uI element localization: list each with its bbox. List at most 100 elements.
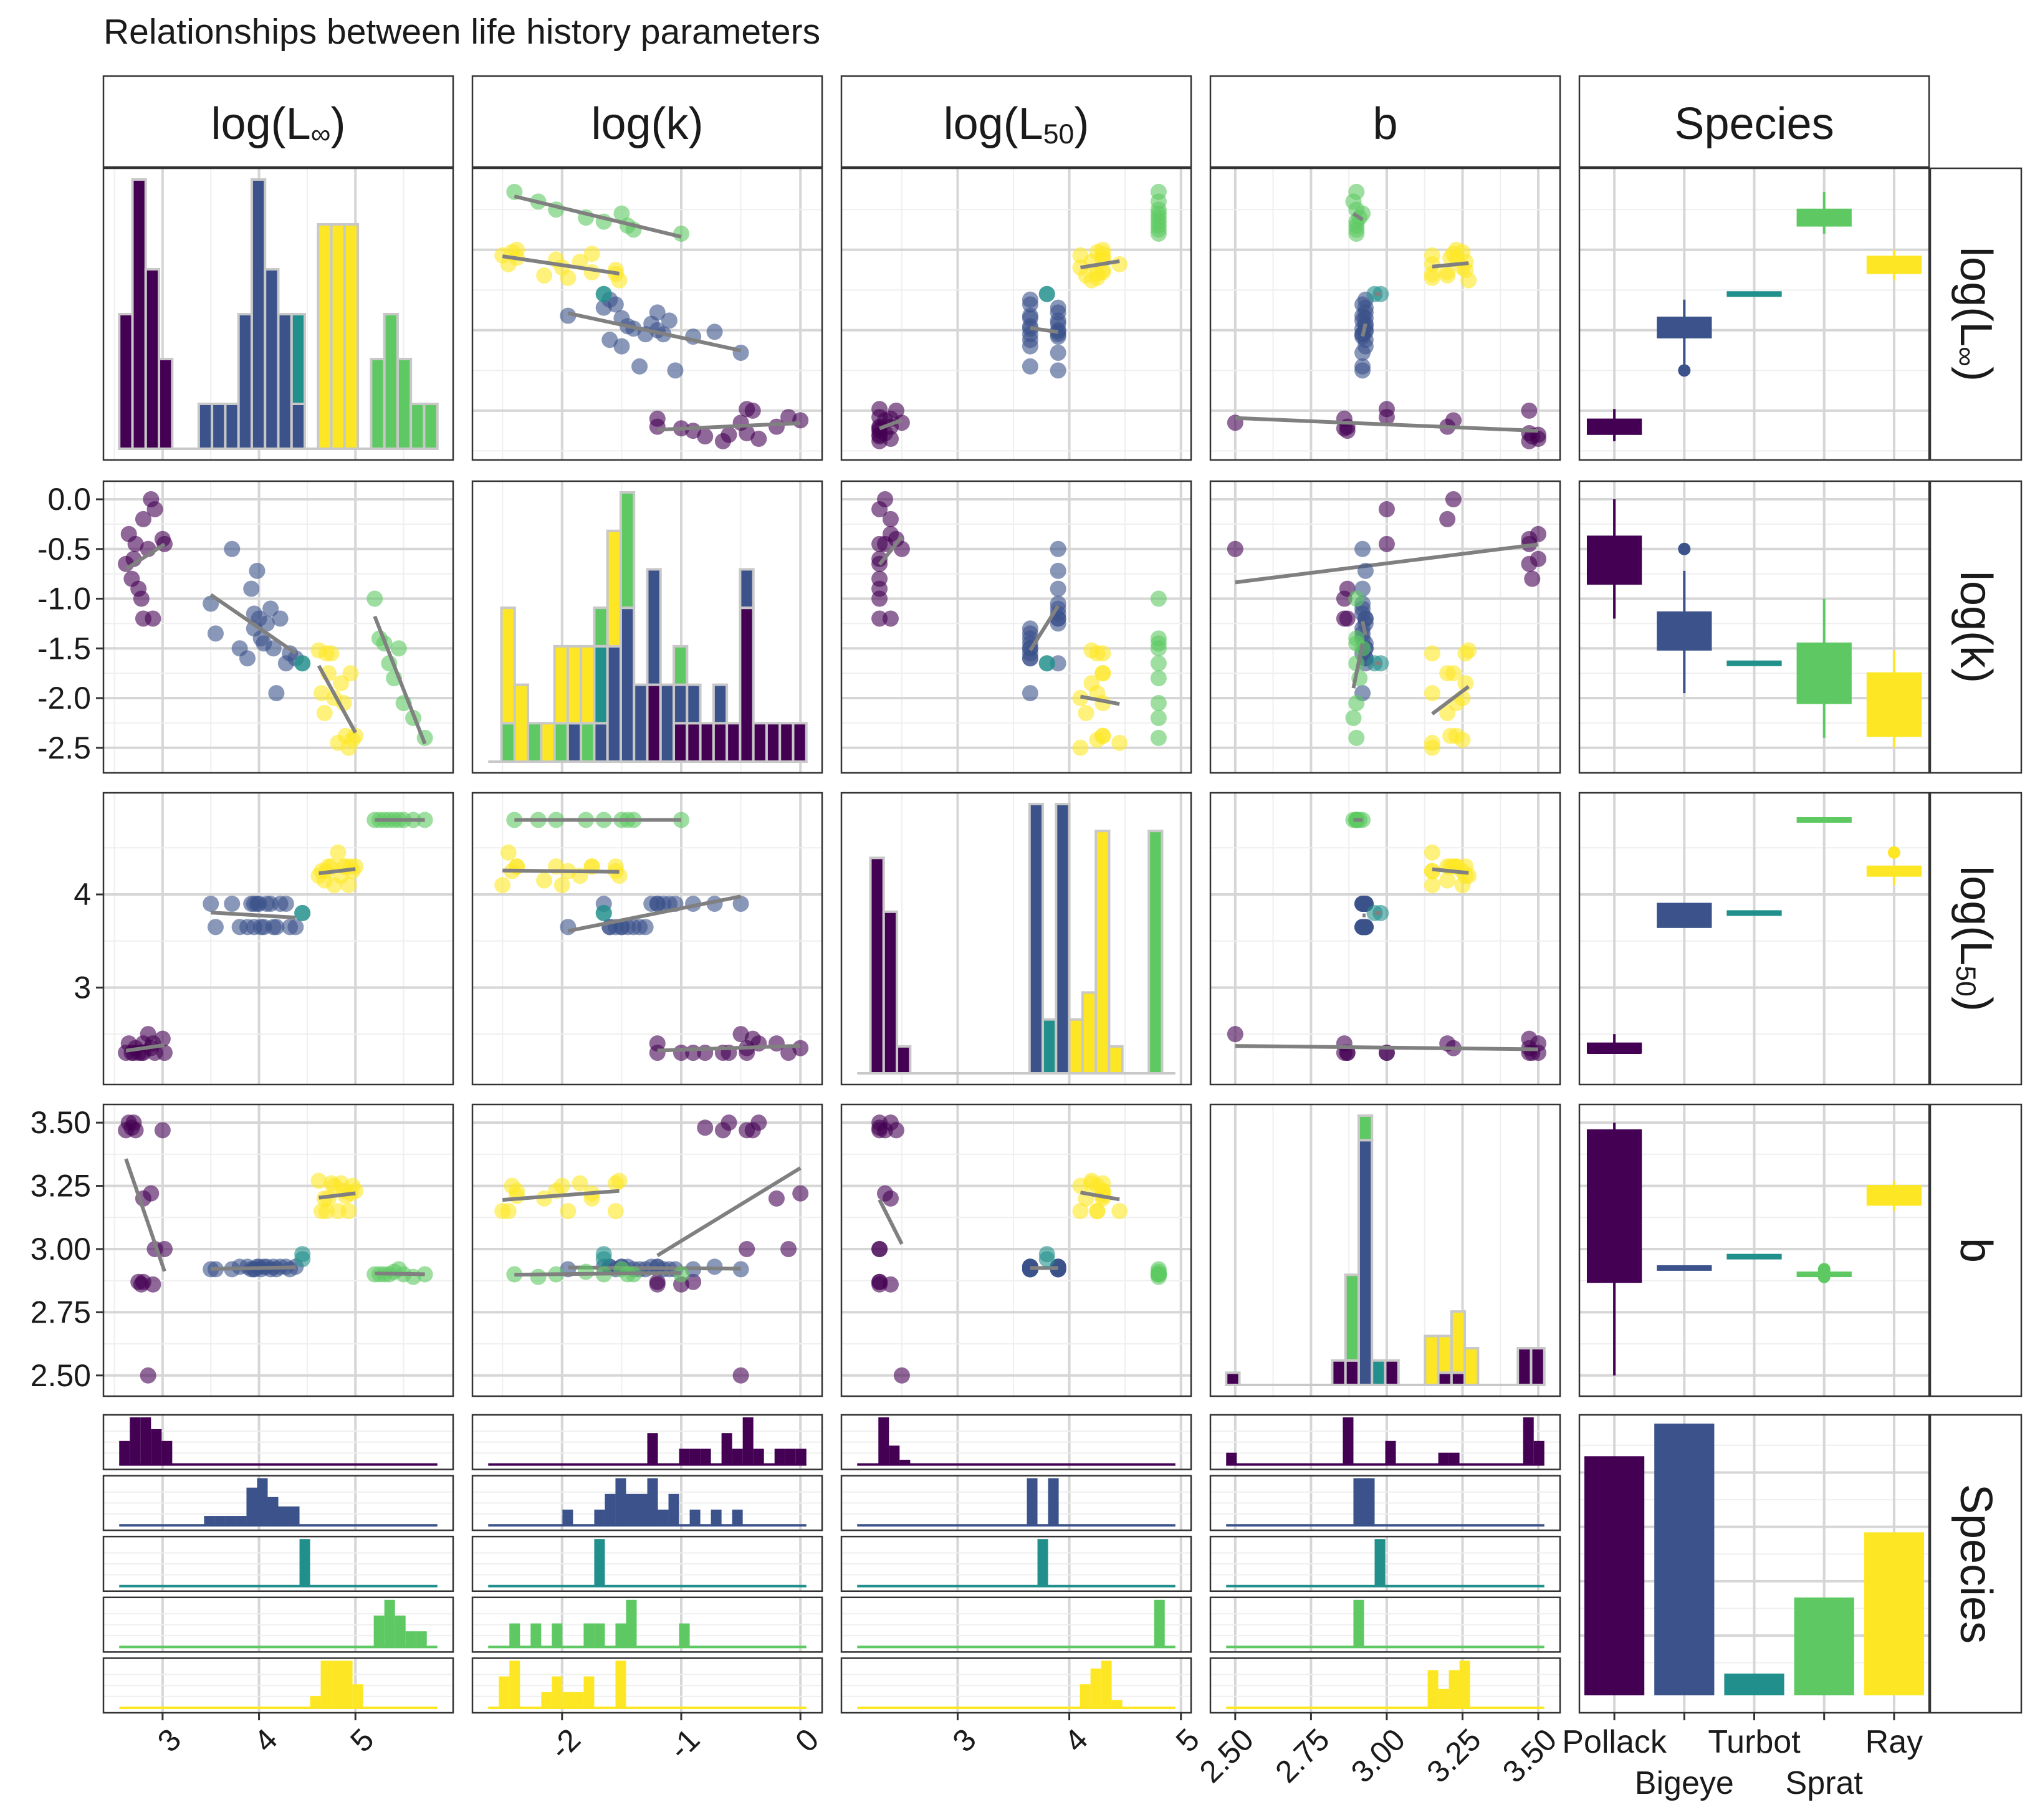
scatter-point — [1089, 1203, 1106, 1220]
y-tick-label: 3 — [74, 970, 91, 1005]
scatter-point — [347, 727, 364, 744]
panel-border — [102, 480, 454, 774]
species-histogram-bar — [583, 1623, 595, 1647]
histogram-bar — [686, 683, 702, 725]
species-histogram-bar — [668, 1493, 679, 1526]
scatter-point — [732, 895, 749, 912]
scatter-point — [1424, 685, 1440, 702]
histogram-bar — [330, 223, 346, 450]
scatter-point — [1094, 645, 1111, 662]
species-histogram-bar — [594, 1539, 605, 1586]
scatter-point — [340, 877, 357, 894]
panel-border — [1209, 1535, 1561, 1593]
scatter-point — [1354, 540, 1371, 557]
y-tick-label: -1.5 — [37, 631, 91, 666]
species-histogram-bar — [310, 1696, 321, 1708]
boxplot-box — [1866, 1185, 1922, 1206]
histogram-bar — [566, 722, 583, 764]
histogram-bar — [580, 644, 596, 725]
scatter-point — [673, 1045, 689, 1061]
species-histogram-bar — [742, 1417, 754, 1465]
trend-line — [211, 911, 296, 920]
y-tick-label: -1.0 — [37, 582, 91, 616]
panel-border — [840, 1535, 1192, 1593]
scatter-point — [595, 1251, 612, 1268]
species-histogram-bar — [1353, 1599, 1364, 1647]
trend-line — [502, 254, 620, 275]
trend-line — [657, 421, 801, 432]
panel-border — [1209, 1657, 1561, 1714]
species-histogram-bar — [679, 1623, 690, 1647]
y-tick-label: 4 — [74, 877, 91, 912]
scatter-point — [294, 655, 311, 672]
scatter-point — [893, 1367, 910, 1384]
panel-border — [840, 1657, 1192, 1714]
species-histogram-bar — [1090, 1669, 1101, 1708]
strip-right — [1929, 480, 2023, 774]
scatter-point — [1424, 269, 1440, 286]
scatter-point — [595, 904, 612, 921]
strip-label: b — [1372, 99, 1397, 149]
species-histogram-bar — [1374, 1539, 1386, 1586]
scatter-point — [1150, 635, 1167, 652]
scatter-point — [294, 1251, 311, 1268]
histogram-bar — [593, 644, 609, 725]
strip-right — [1929, 167, 2023, 461]
scatter-point — [697, 428, 714, 445]
histogram-bar — [1357, 1114, 1374, 1142]
y-tick-label: 2.50 — [31, 1358, 91, 1393]
scatter-point — [871, 1240, 888, 1257]
trend-line — [318, 867, 356, 876]
y-tick-label: 0.0 — [47, 482, 91, 517]
histogram-bar — [593, 606, 609, 648]
species-axis-label: Sprat — [1786, 1765, 1864, 1801]
x-tick-label: 3 — [946, 1722, 982, 1759]
panel-border — [1578, 1103, 1930, 1397]
scatter-point — [262, 600, 279, 617]
species-histogram-bar — [352, 1684, 363, 1708]
histogram-bar — [1424, 1334, 1440, 1387]
scatter-point — [1078, 704, 1094, 721]
species-histogram-bar — [236, 1516, 247, 1526]
scatter-point — [637, 919, 654, 936]
scatter-point — [780, 1240, 797, 1257]
histogram-bar — [739, 606, 755, 764]
scatter-point — [1038, 285, 1055, 302]
scatter-point — [601, 332, 618, 348]
scatter-point — [1424, 739, 1440, 756]
scatter-point — [277, 895, 294, 912]
scatter-point — [1150, 590, 1167, 607]
panel-border — [471, 167, 823, 461]
scatter-point — [268, 919, 285, 936]
panel-border — [1209, 1475, 1561, 1531]
scatter-point — [1111, 256, 1128, 272]
scatter-point — [732, 1367, 749, 1384]
species-histogram-bar — [700, 1449, 711, 1465]
scatter-point — [1357, 919, 1374, 936]
panel-border — [471, 1475, 823, 1531]
scatter-point — [1424, 645, 1440, 662]
boxplot-box — [1586, 1129, 1642, 1283]
histogram-bar — [264, 268, 280, 450]
scatter-point — [268, 685, 285, 702]
histogram-bar — [290, 313, 307, 405]
species-histogram-bar — [257, 1478, 268, 1526]
scatter-point — [871, 401, 888, 418]
histogram-bar — [699, 722, 715, 764]
histogram-bar — [553, 722, 569, 764]
species-histogram-bar — [552, 1623, 563, 1647]
species-histogram-bar — [1111, 1700, 1123, 1708]
scatter-point — [1227, 1026, 1243, 1043]
species-histogram-bar — [1343, 1417, 1354, 1465]
scatter-point — [560, 919, 577, 936]
trend-line — [1028, 605, 1060, 652]
histogram-bar — [566, 644, 583, 725]
species-histogram-bar — [899, 1460, 911, 1465]
scatter-point — [146, 501, 163, 517]
species-histogram-bar — [732, 1510, 743, 1526]
histogram-bar — [1344, 1359, 1360, 1387]
panel-border — [471, 1414, 823, 1470]
boxplot-outlier — [1817, 1263, 1831, 1276]
strip-top — [102, 75, 454, 168]
scatter-point — [500, 844, 517, 861]
